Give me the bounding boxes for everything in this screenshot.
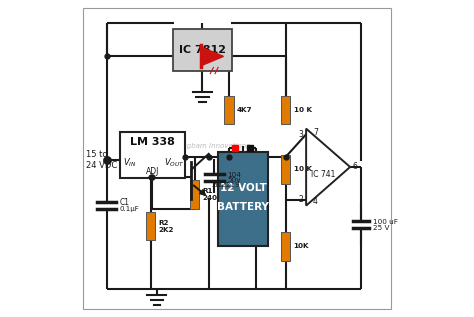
Text: 7: 7 — [313, 128, 318, 137]
Text: ADJ: ADJ — [146, 167, 159, 176]
Bar — [281, 232, 291, 261]
Bar — [146, 212, 155, 240]
Text: LM 338: LM 338 — [130, 137, 174, 147]
Text: 12 VOLT: 12 VOLT — [220, 183, 267, 193]
Text: 0.1μF: 0.1μF — [120, 206, 139, 212]
Text: 50v: 50v — [228, 178, 241, 184]
Text: C1: C1 — [120, 198, 130, 207]
Text: 10 K: 10 K — [293, 107, 311, 113]
Bar — [281, 96, 291, 124]
Text: $V_{OUT}$: $V_{OUT}$ — [164, 156, 184, 169]
Text: 10 K: 10 K — [293, 166, 311, 172]
Text: 6: 6 — [353, 163, 357, 171]
Text: 100 uF: 100 uF — [373, 219, 398, 225]
Text: 25 V: 25 V — [373, 225, 389, 231]
FancyBboxPatch shape — [173, 29, 232, 71]
Text: IC 7812: IC 7812 — [179, 45, 226, 55]
Text: BATTERY: BATTERY — [218, 202, 269, 212]
Text: $V_{IN}$: $V_{IN}$ — [123, 156, 137, 169]
Text: 4: 4 — [313, 197, 318, 206]
Bar — [190, 180, 199, 209]
Text: 2N2219: 2N2219 — [212, 182, 240, 188]
Text: R1
240: R1 240 — [202, 188, 218, 201]
FancyBboxPatch shape — [120, 133, 184, 178]
Bar — [281, 155, 291, 184]
Text: 4K7: 4K7 — [237, 107, 253, 113]
Bar — [224, 96, 234, 124]
Text: IC 741: IC 741 — [311, 171, 336, 179]
Text: R2
2K2: R2 2K2 — [158, 220, 174, 233]
Polygon shape — [306, 129, 350, 206]
Text: 3: 3 — [298, 130, 303, 139]
Text: 104: 104 — [228, 172, 241, 178]
Bar — [218, 152, 268, 247]
Text: 10K: 10K — [293, 243, 309, 249]
Text: 2: 2 — [298, 196, 303, 204]
Text: swagbam Innovations: swagbam Innovations — [173, 143, 250, 149]
Text: 15 to
24 VDC: 15 to 24 VDC — [86, 150, 118, 170]
Polygon shape — [201, 47, 223, 66]
